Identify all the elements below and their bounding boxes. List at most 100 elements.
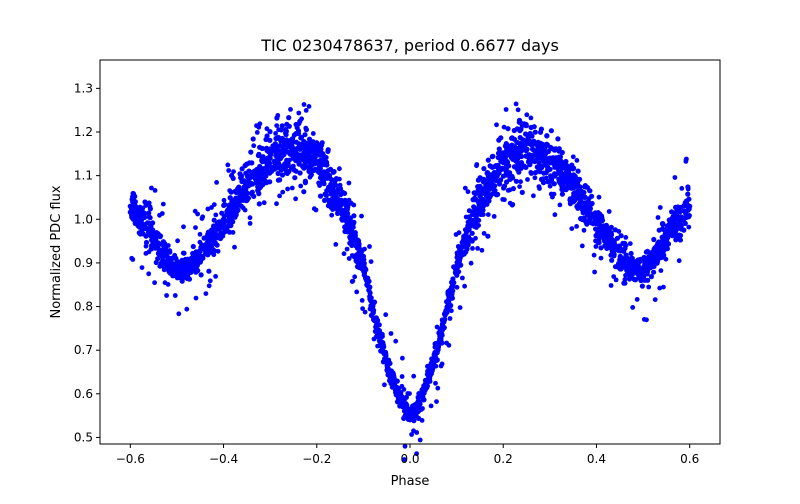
data-point xyxy=(501,124,507,130)
data-point xyxy=(221,213,227,219)
data-point xyxy=(175,238,181,244)
data-point xyxy=(400,355,405,361)
data-point xyxy=(351,213,357,219)
data-point xyxy=(659,250,665,256)
data-point xyxy=(251,143,257,149)
y-tick-label: 1.0 xyxy=(74,212,93,226)
data-point xyxy=(290,146,297,153)
data-point xyxy=(518,179,523,185)
data-point xyxy=(344,246,350,252)
data-point xyxy=(428,403,434,409)
data-point xyxy=(532,175,538,181)
data-point xyxy=(276,127,281,133)
data-point xyxy=(511,164,517,170)
data-point xyxy=(588,214,594,220)
data-point xyxy=(324,162,330,168)
data-point xyxy=(298,183,304,189)
y-tick-label: 1.1 xyxy=(74,169,93,183)
data-point xyxy=(682,200,688,206)
data-point xyxy=(622,240,628,246)
data-point xyxy=(211,252,217,258)
data-point xyxy=(300,163,306,169)
data-point xyxy=(421,383,427,389)
data-point xyxy=(477,183,483,189)
data-point xyxy=(444,303,450,310)
data-point xyxy=(446,294,452,300)
data-point xyxy=(318,142,325,148)
data-point xyxy=(136,224,143,230)
data-point xyxy=(160,239,166,245)
data-point xyxy=(232,244,237,250)
data-point xyxy=(517,141,523,147)
data-point xyxy=(374,330,380,336)
data-point xyxy=(295,128,302,134)
data-point xyxy=(411,404,417,411)
data-point xyxy=(399,374,405,379)
data-point xyxy=(552,212,558,218)
data-point xyxy=(179,257,185,263)
data-point xyxy=(464,227,470,233)
data-point xyxy=(556,167,562,173)
data-point xyxy=(284,170,289,176)
data-point xyxy=(684,156,689,162)
data-point xyxy=(358,260,364,266)
data-point xyxy=(167,255,173,261)
data-point xyxy=(449,308,454,314)
data-point xyxy=(277,177,283,183)
data-point xyxy=(455,260,461,266)
data-point xyxy=(523,164,529,170)
data-point xyxy=(307,174,313,180)
data-point xyxy=(612,247,618,253)
data-point xyxy=(139,211,145,218)
data-point xyxy=(626,264,632,270)
data-point xyxy=(584,209,590,216)
data-point xyxy=(190,250,196,257)
data-point xyxy=(425,368,431,374)
data-point xyxy=(377,334,383,341)
data-point xyxy=(657,285,663,291)
data-point xyxy=(174,269,180,275)
data-point xyxy=(245,174,251,180)
data-point xyxy=(344,212,350,218)
data-point xyxy=(325,147,331,153)
data-point xyxy=(608,283,614,288)
data-point xyxy=(307,155,313,161)
data-point xyxy=(316,164,322,170)
data-point xyxy=(240,196,246,202)
data-point xyxy=(322,169,328,175)
data-point xyxy=(360,253,367,259)
data-point xyxy=(160,201,166,207)
data-point xyxy=(596,194,602,200)
data-point xyxy=(244,161,250,167)
data-point xyxy=(559,191,566,197)
data-point xyxy=(491,214,497,219)
data-point xyxy=(678,214,685,220)
data-point xyxy=(517,135,523,141)
data-point xyxy=(186,276,193,282)
data-point xyxy=(639,283,646,289)
data-point xyxy=(247,215,253,221)
data-point xyxy=(148,243,155,249)
data-point xyxy=(523,123,529,129)
data-point xyxy=(404,406,410,413)
data-point xyxy=(645,266,651,272)
data-point xyxy=(275,134,282,141)
data-point xyxy=(651,236,657,243)
data-point xyxy=(280,144,286,150)
data-point xyxy=(259,145,265,152)
data-point xyxy=(298,134,305,140)
data-point xyxy=(463,234,469,240)
data-point xyxy=(211,217,217,223)
data-point xyxy=(685,191,691,197)
data-point xyxy=(405,391,411,396)
data-point xyxy=(319,159,326,165)
data-point xyxy=(283,126,289,132)
data-point xyxy=(155,231,161,237)
data-point xyxy=(659,234,665,240)
data-point xyxy=(669,233,675,239)
data-point xyxy=(176,311,182,317)
data-point xyxy=(256,191,262,197)
data-point xyxy=(254,130,260,135)
data-point xyxy=(398,399,404,406)
